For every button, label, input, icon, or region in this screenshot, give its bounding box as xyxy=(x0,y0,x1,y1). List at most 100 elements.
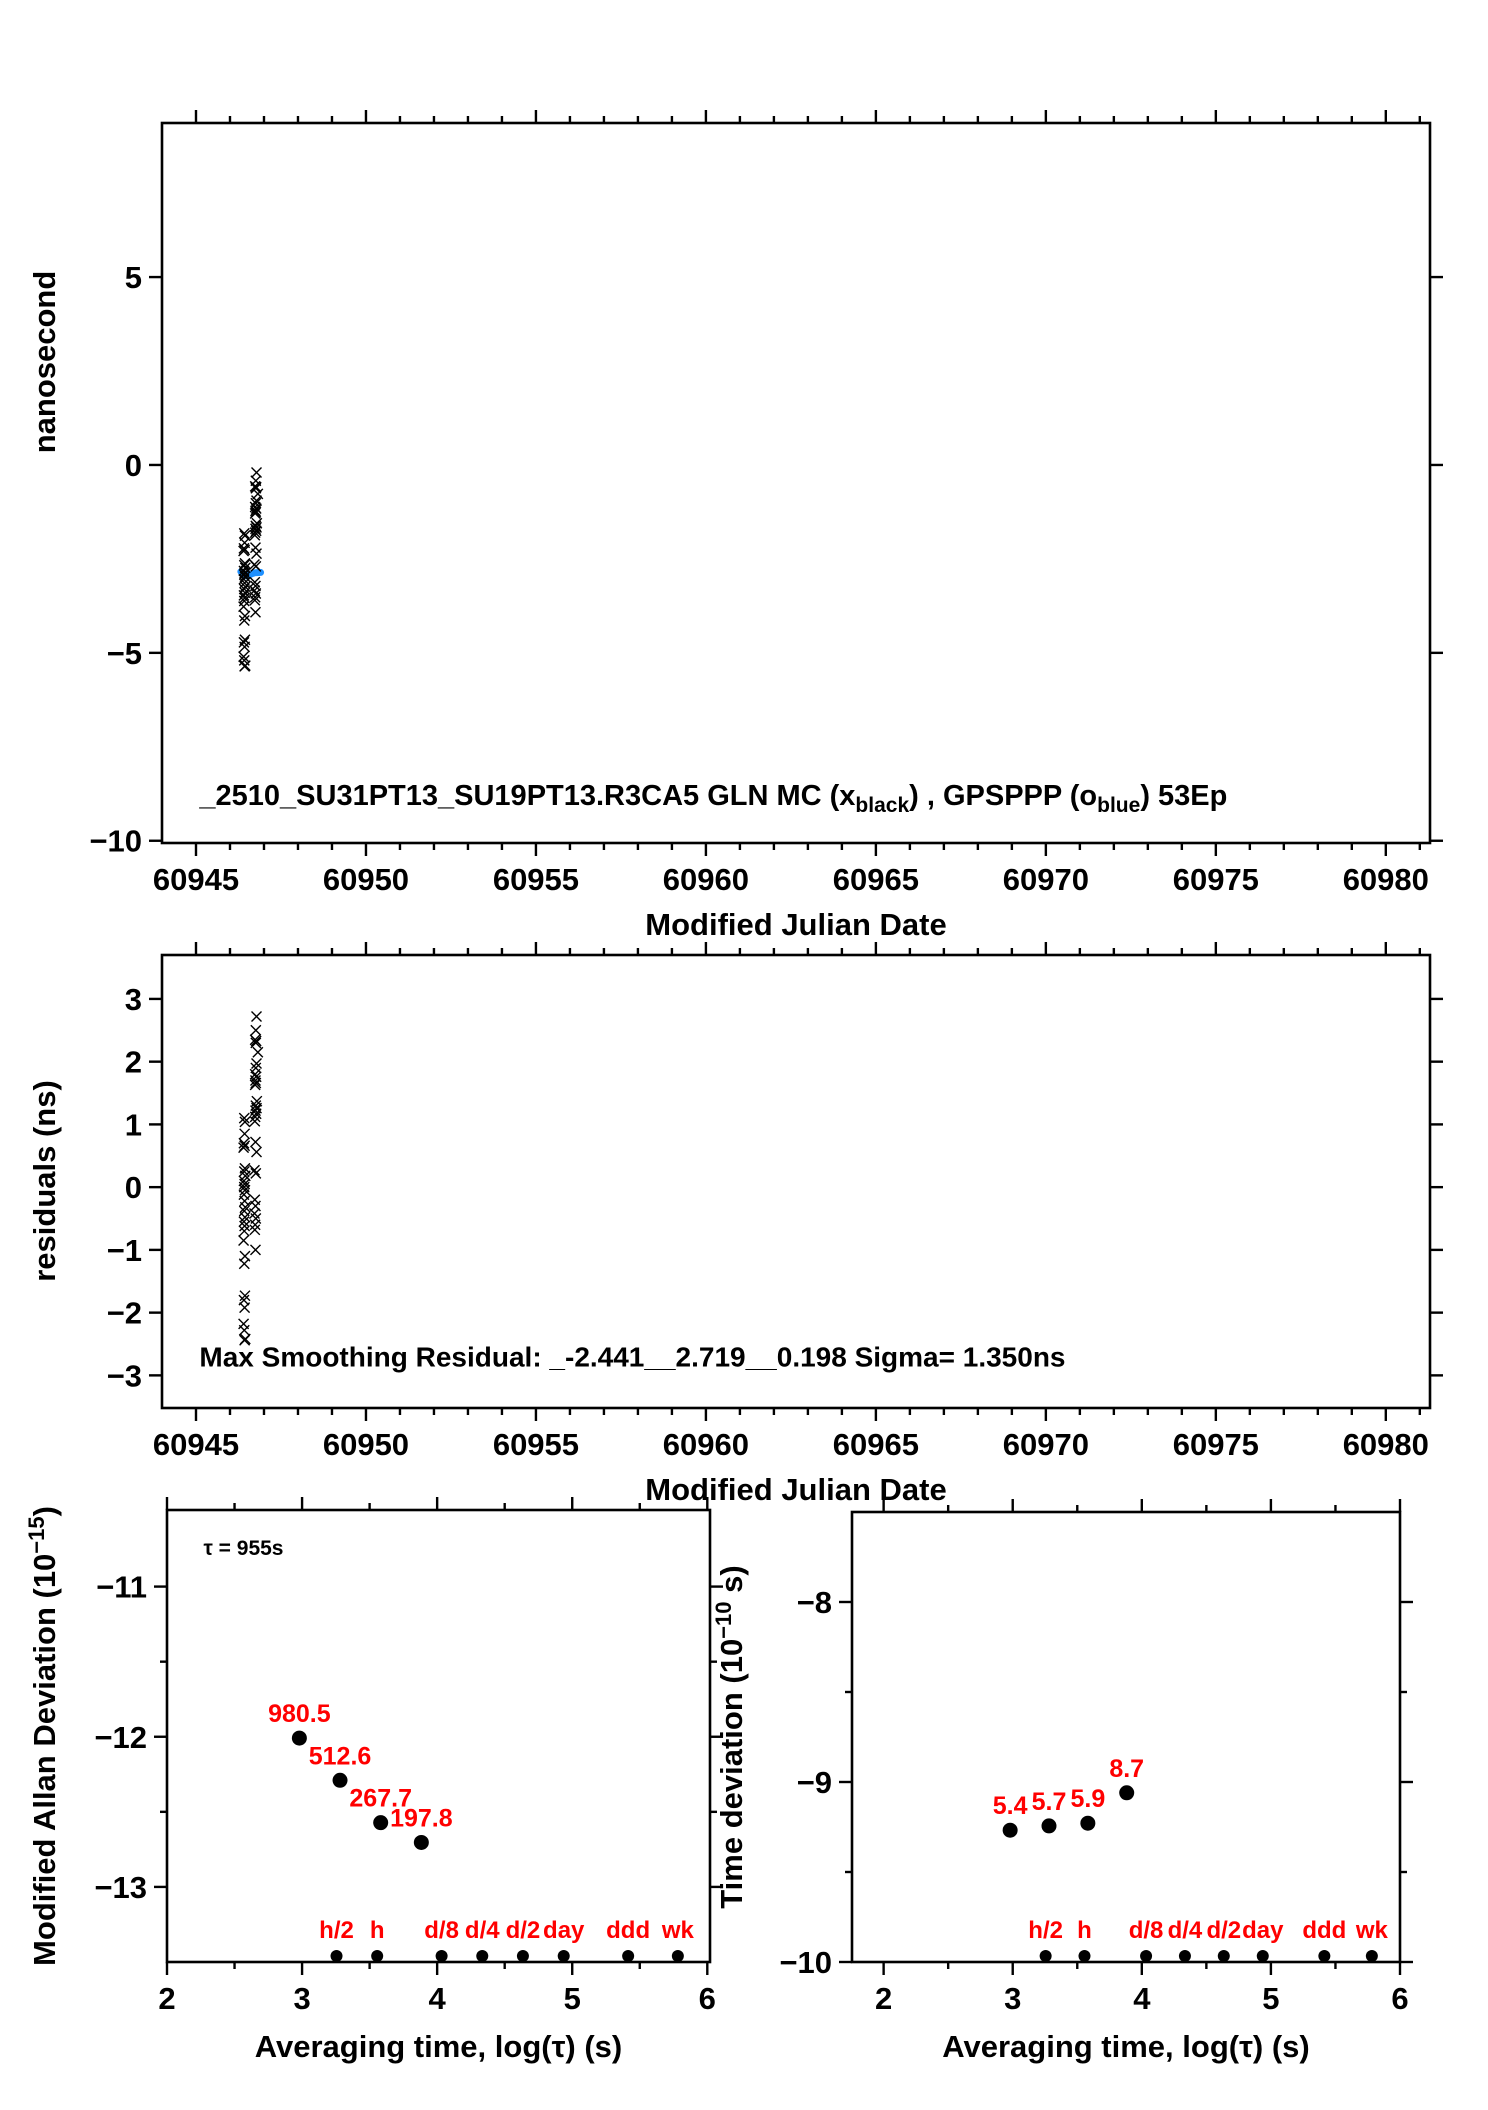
residuals-ytick-label: 1 xyxy=(125,1107,142,1142)
residuals-x-marker xyxy=(251,1010,262,1022)
mdev-tau-marker-label: d/8 xyxy=(424,1917,459,1944)
tdev-tau-marker-label: d/8 xyxy=(1129,1917,1164,1944)
phase-xtick-label: 60965 xyxy=(833,862,919,897)
residuals-x-marker xyxy=(238,1142,250,1154)
phase-x-marker xyxy=(239,610,251,622)
residuals-x-marker xyxy=(250,1024,262,1036)
residuals-x-marker xyxy=(239,1184,251,1196)
phase-x-marker xyxy=(238,569,250,581)
residuals-x-marker xyxy=(250,1100,262,1112)
mdev-tau-marker-label: h xyxy=(370,1917,385,1944)
residuals-x-marker xyxy=(239,1220,251,1232)
residuals-x-marker xyxy=(239,1211,251,1223)
residuals-x-marker xyxy=(249,1244,261,1256)
tdev-tau-marker-label: day xyxy=(1242,1917,1284,1944)
residuals-annotation: Max Smoothing Residual: _-2.441__2.719__… xyxy=(199,1342,1065,1373)
phase-x-marker xyxy=(249,529,261,541)
residuals-x-marker xyxy=(249,1115,261,1127)
phase-title-annotation: _2510_SU31PT13_SU19PT13.R3CA5 GLN MC (xb… xyxy=(198,780,1227,817)
tdev-data-point xyxy=(1041,1818,1057,1834)
residuals-x-marker xyxy=(239,1201,251,1213)
phase-xtick-label: 60950 xyxy=(323,862,409,897)
tdev-xtick-label: 4 xyxy=(1133,1981,1151,2016)
residuals-xlabel: Modified Julian Date xyxy=(645,1472,946,1507)
residuals-x-marker xyxy=(249,1074,261,1086)
residuals-xtick-label: 60950 xyxy=(323,1427,409,1462)
mdev-xtick-label: 4 xyxy=(429,1981,447,2016)
tdev-tau-marker-label: d/4 xyxy=(1168,1917,1203,1944)
phase-xtick-label: 60945 xyxy=(153,862,239,897)
tdev-data-point xyxy=(1119,1785,1135,1801)
tdev-tau-marker-dot xyxy=(1365,1950,1378,1962)
phase-x-marker xyxy=(249,507,261,519)
mdev-frame xyxy=(165,1508,712,1964)
residuals-x-marker xyxy=(249,1079,261,1091)
mdev-tau-marker-dot xyxy=(371,1950,384,1962)
tdev-tau-marker-label: ddd xyxy=(1302,1917,1346,1944)
mdev-xtick-label: 3 xyxy=(293,1981,310,2016)
residuals-x-marker xyxy=(239,1128,251,1140)
residuals-ytick-label: −1 xyxy=(107,1233,142,1268)
phase-ytick-label: 5 xyxy=(125,260,142,295)
residuals-x-marker xyxy=(249,1219,261,1231)
phase-x-marker xyxy=(249,606,261,618)
residuals-ylabel: residuals (ns) xyxy=(27,1080,62,1282)
tdev-data-point xyxy=(1002,1822,1018,1838)
tdev-point-value-label: 5.7 xyxy=(1032,1788,1067,1816)
residuals-x-marker xyxy=(250,1077,262,1089)
tdev-frame xyxy=(850,1510,1402,1964)
phase-x-marker xyxy=(238,636,250,648)
mdev-xtick-label: 2 xyxy=(158,1981,175,2016)
residuals-xtick-label: 60960 xyxy=(663,1427,749,1462)
tdev-tau-marker-dot xyxy=(1140,1950,1153,1962)
phase-x-marker xyxy=(249,576,261,588)
tdev-tau-marker-label: wk xyxy=(1355,1917,1389,1944)
phase-ytick-label: −10 xyxy=(89,824,142,859)
phase-xlabel: Modified Julian Date xyxy=(645,907,946,942)
phase-x-marker xyxy=(249,594,261,606)
mdev-xtick-label: 6 xyxy=(699,1981,716,2016)
residuals-x-marker xyxy=(250,1035,262,1047)
mdev-point-value-label: 267.7 xyxy=(349,1785,412,1813)
residuals-xtick-label: 60975 xyxy=(1173,1427,1259,1462)
mdev-tau-marker-label: ddd xyxy=(606,1917,650,1944)
phase-x-marker xyxy=(238,601,250,613)
residuals-ytick-label: −3 xyxy=(107,1358,142,1393)
phase-ylabel: nanosecond xyxy=(27,271,62,454)
phase-frame xyxy=(160,121,1432,845)
tdev-ylabel: Time deviation (10−10​ s) xyxy=(711,1565,749,1908)
tdev-point-value-label: 5.4 xyxy=(993,1792,1028,1820)
residuals-xtick-label: 60945 xyxy=(153,1427,239,1462)
mdev-ytick-label: −11 xyxy=(96,1570,147,1605)
mdev-tau-marker-dot xyxy=(671,1950,684,1962)
mdev-tau-marker-label: d/2 xyxy=(506,1917,541,1944)
phase-x-marker xyxy=(252,488,264,500)
residuals-x-marker xyxy=(239,1116,251,1128)
tdev-tau-marker-label: h xyxy=(1077,1917,1092,1944)
residuals-x-marker xyxy=(248,1164,260,1176)
mdev-point-value-label: 197.8 xyxy=(390,1804,453,1832)
residuals-x-marker xyxy=(238,1234,250,1246)
mdev-ylabel: Modified Allan Deviation (10−15​) xyxy=(24,1506,62,1966)
residuals-x-marker xyxy=(239,1290,251,1302)
tdev-tau-marker-dot xyxy=(1078,1950,1091,1962)
mdev-tau-marker-dot xyxy=(330,1950,343,1962)
residuals-x-marker xyxy=(252,1046,264,1058)
mdev-data-point xyxy=(291,1730,307,1746)
phase-x-marker xyxy=(251,548,262,560)
residuals-x-marker xyxy=(238,1324,250,1336)
residuals-x-marker xyxy=(249,1111,261,1123)
mdev-ytick-label: −13 xyxy=(94,1870,147,1905)
tdev-point-value-label: 8.7 xyxy=(1109,1755,1144,1783)
residuals-x-marker xyxy=(238,1112,250,1124)
residuals-x-marker xyxy=(250,1037,262,1049)
residuals-ytick-label: 0 xyxy=(125,1170,142,1205)
phase-xtick-label: 60975 xyxy=(1173,862,1259,897)
tdev-point-value-label: 5.9 xyxy=(1070,1785,1105,1813)
residuals-ytick-label: 2 xyxy=(125,1045,142,1080)
phase-x-marker xyxy=(239,660,251,672)
residuals-xtick-label: 60970 xyxy=(1003,1427,1089,1462)
mdev-tau-marker-dot xyxy=(622,1950,635,1962)
mdev-point-value-label: 512.6 xyxy=(309,1742,372,1770)
